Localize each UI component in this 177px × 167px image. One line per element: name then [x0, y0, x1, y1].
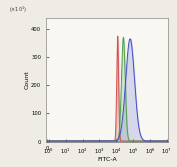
Y-axis label: Count: Count	[25, 70, 30, 89]
X-axis label: FITC-A: FITC-A	[97, 157, 117, 162]
Text: $(\times 10^1)$: $(\times 10^1)$	[9, 5, 27, 15]
